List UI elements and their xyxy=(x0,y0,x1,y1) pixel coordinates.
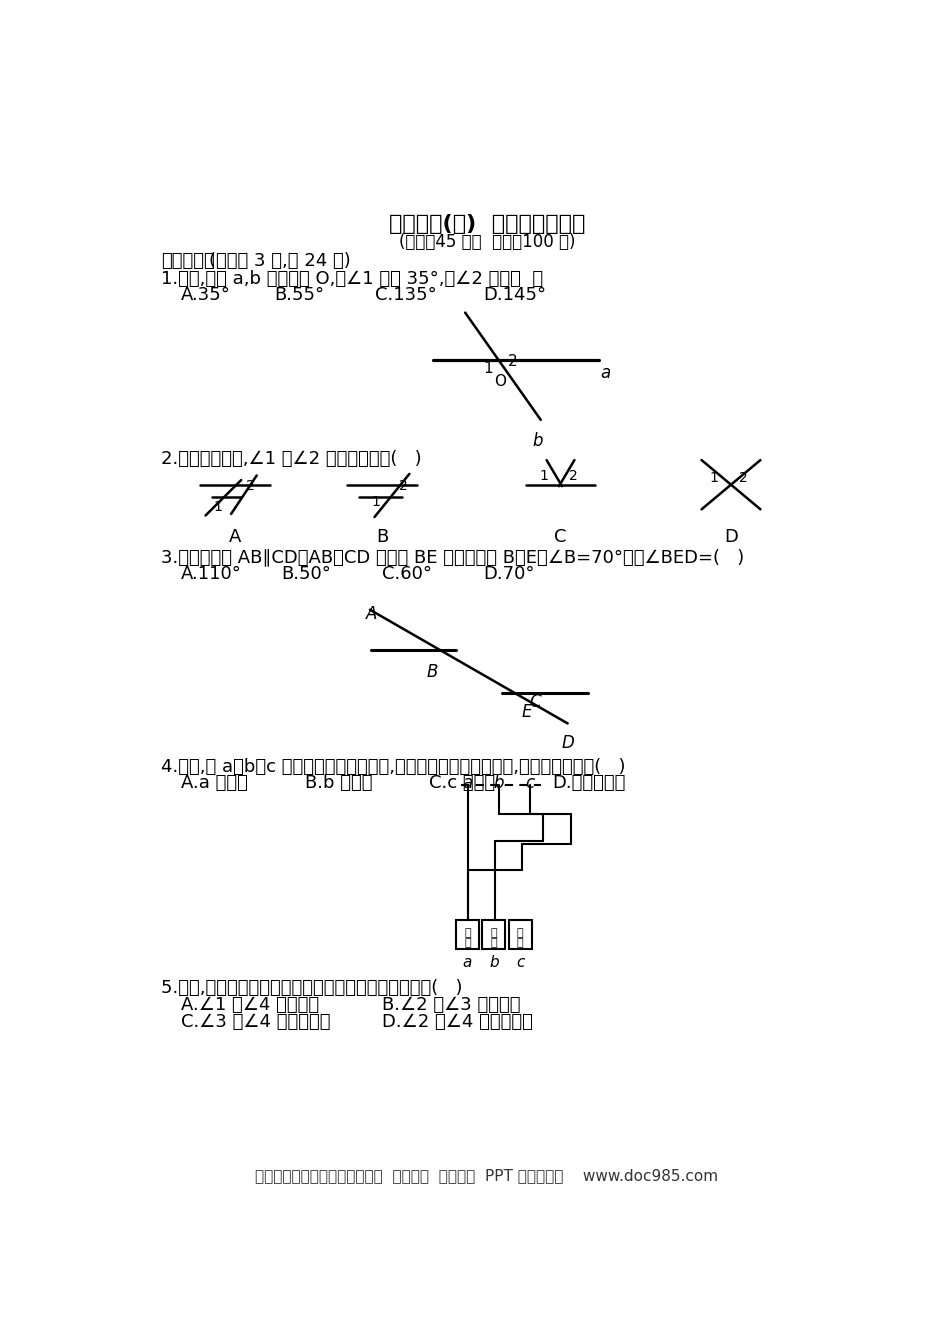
Text: C.∠3 与∠4 是同旁内角: C.∠3 与∠4 是同旁内角 xyxy=(180,1013,331,1031)
Text: 5.如图,描述同位角、内错角、同旁内角关系不正确的是(   ): 5.如图,描述同位角、内错角、同旁内角关系不正确的是( ) xyxy=(162,978,463,997)
Text: 2.下列各组角中,∠1 与∠2 是对顶角的为(   ): 2.下列各组角中,∠1 与∠2 是对顶角的为( ) xyxy=(162,450,422,468)
Text: 1: 1 xyxy=(483,362,492,376)
Text: 一、选择题: 一、选择题 xyxy=(162,253,215,270)
Text: 2: 2 xyxy=(399,478,408,492)
Text: B: B xyxy=(427,663,438,680)
Text: 1: 1 xyxy=(371,496,381,509)
Text: A.35°: A.35° xyxy=(180,286,231,304)
Text: B.∠2 与∠3 是内错角: B.∠2 与∠3 是内错角 xyxy=(382,996,521,1013)
Text: E: E xyxy=(522,703,532,722)
Text: 单元测试(一)  相交线与平行线: 单元测试(一) 相交线与平行线 xyxy=(389,214,585,234)
Text: a: a xyxy=(463,774,473,792)
Text: 表: 表 xyxy=(517,938,523,949)
Text: (每小题 3 分,共 24 分): (每小题 3 分,共 24 分) xyxy=(209,253,352,270)
Text: 3.如图，直线 AB∥CD，AB、CD 与直线 BE 分别交于点 B、E，∠B=70°，则∠BED=(   ): 3.如图，直线 AB∥CD，AB、CD 与直线 BE 分别交于点 B、E，∠B=… xyxy=(162,548,745,567)
Text: (时间：45 分钟  满分：100 分): (时间：45 分钟 满分：100 分) xyxy=(399,233,575,251)
Text: O: O xyxy=(494,374,506,388)
Text: D: D xyxy=(561,734,574,753)
Text: A.110°: A.110° xyxy=(180,564,241,583)
Text: A.∠1 与∠4 是同位角: A.∠1 与∠4 是同位角 xyxy=(180,996,319,1013)
Text: 2: 2 xyxy=(246,478,255,492)
Text: a: a xyxy=(463,956,472,970)
Text: a: a xyxy=(600,364,611,382)
Text: C: C xyxy=(554,528,567,546)
Text: B.50°: B.50° xyxy=(281,564,332,583)
Text: A: A xyxy=(366,605,377,624)
Text: c: c xyxy=(525,774,534,792)
Text: 1: 1 xyxy=(710,470,718,485)
Bar xyxy=(483,919,505,949)
Text: C.135°: C.135° xyxy=(374,286,436,304)
Text: 1: 1 xyxy=(214,500,222,513)
Text: C.c 户最长: C.c 户最长 xyxy=(428,774,495,792)
Text: c: c xyxy=(516,956,524,970)
Text: 2: 2 xyxy=(739,470,748,485)
Text: 表: 表 xyxy=(465,938,471,949)
Text: 小学、初中、高中各种试卷真题  知识归纳  文案合同  PPT 等免费下载    www.doc985.com: 小学、初中、高中各种试卷真题 知识归纳 文案合同 PPT 等免费下载 www.d… xyxy=(256,1168,718,1183)
Text: 电: 电 xyxy=(490,929,497,938)
Text: 表: 表 xyxy=(490,938,497,949)
Text: b: b xyxy=(493,774,504,792)
Text: 1.如图,直线 a,b 相交于点 O,若∠1 等于 35°,则∠2 等于（  ）: 1.如图,直线 a,b 相交于点 O,若∠1 等于 35°,则∠2 等于（ ） xyxy=(162,270,543,288)
Text: D.三户一样长: D.三户一样长 xyxy=(553,774,626,792)
Text: B: B xyxy=(376,528,389,546)
Text: B.b 户最长: B.b 户最长 xyxy=(305,774,372,792)
Text: b: b xyxy=(489,956,499,970)
Text: D.70°: D.70° xyxy=(483,564,535,583)
Text: 电: 电 xyxy=(517,929,523,938)
Text: 4.如图,有 a、b、c 三户家用电路接入电表,相邻电路的电线等距排列,则三户所用电线(   ): 4.如图,有 a、b、c 三户家用电路接入电表,相邻电路的电线等距排列,则三户所… xyxy=(162,758,626,775)
Text: 电: 电 xyxy=(465,929,471,938)
Bar xyxy=(508,919,532,949)
Text: D.∠2 与∠4 是同旁内角: D.∠2 与∠4 是同旁内角 xyxy=(382,1013,533,1031)
Text: A.a 户最长: A.a 户最长 xyxy=(180,774,248,792)
Text: 1: 1 xyxy=(539,469,548,484)
Text: b: b xyxy=(532,433,542,450)
Text: B.55°: B.55° xyxy=(274,286,324,304)
Text: C.60°: C.60° xyxy=(382,564,432,583)
Text: A: A xyxy=(229,528,241,546)
Text: D: D xyxy=(724,528,738,546)
Bar xyxy=(456,919,479,949)
Text: C: C xyxy=(529,692,541,711)
Text: 2: 2 xyxy=(568,469,578,484)
Text: D.145°: D.145° xyxy=(483,286,546,304)
Text: 2: 2 xyxy=(507,353,517,368)
